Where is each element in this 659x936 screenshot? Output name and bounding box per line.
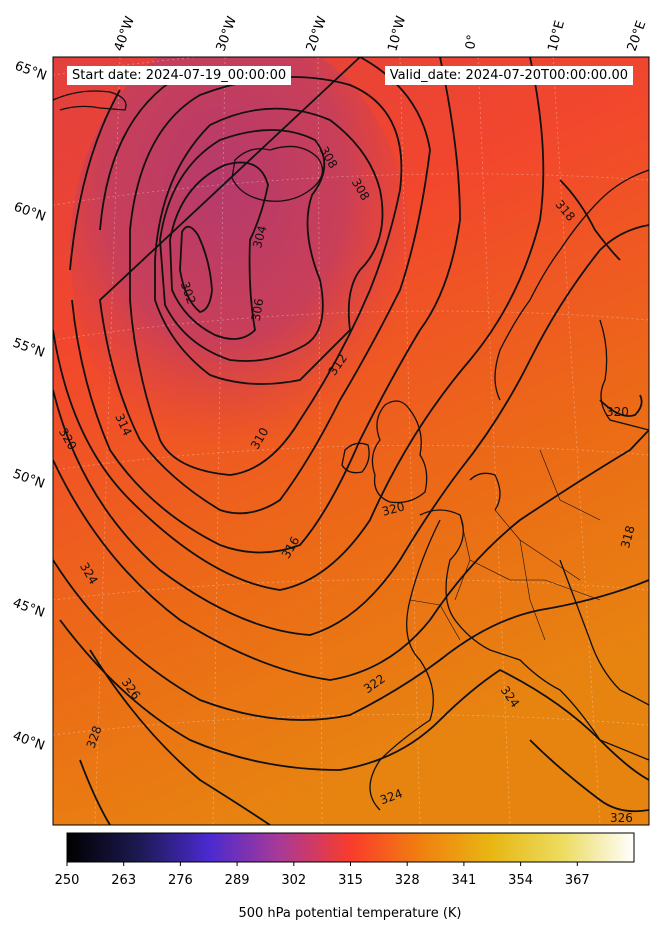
- lat-label: 65°N: [13, 59, 49, 84]
- latitude-labels: 65°N 60°N 55°N 50°N 45°N 40°N: [11, 59, 49, 754]
- contour-label: 318: [618, 524, 637, 550]
- lon-label: 10°E: [545, 19, 568, 53]
- colorbar-ticks: 250 263 276 289 302 315 328 341 354 367: [55, 862, 590, 888]
- baltic-coast: [599, 319, 649, 431]
- contours: [53, 57, 649, 825]
- contour-label: 304: [250, 224, 269, 250]
- contour-318: [53, 224, 649, 636]
- contour-308: [154, 107, 384, 385]
- lat-label: 60°N: [12, 200, 48, 225]
- italy-coast: [559, 559, 649, 706]
- lon-label: 10°W: [385, 14, 409, 53]
- colorbar-tick-label: 354: [508, 873, 533, 888]
- lat-label: 55°N: [11, 336, 47, 361]
- contour-328: [79, 759, 111, 825]
- lat-label: 45°N: [11, 596, 47, 621]
- colorbar-tick-label: 289: [225, 873, 250, 888]
- contour-label: 306: [249, 297, 267, 322]
- lon-label: 0°: [463, 34, 480, 51]
- contour-304: [169, 161, 269, 340]
- contour-306: [159, 129, 326, 362]
- contour-label: 320: [606, 405, 629, 419]
- contour-322: [53, 559, 649, 721]
- colorbar-tick-label: 263: [111, 873, 136, 888]
- colorbar: 250 263 276 289 302 315 328 341 354 367: [55, 832, 635, 888]
- contour-318-east: [559, 179, 621, 261]
- lon-label: 20°E: [625, 19, 650, 54]
- map-area: 302 304 306 308 308 310 312 314 316 318 …: [53, 57, 649, 825]
- lat-label: 40°N: [11, 729, 47, 754]
- lon-label: 30°W: [214, 14, 240, 53]
- contour-326: [89, 649, 271, 825]
- contour-320: [53, 429, 649, 681]
- norway-coast: [494, 169, 649, 401]
- start-date-label: Start date: 2024-07-19_00:00:00: [67, 66, 292, 85]
- iceland-coast: [231, 145, 324, 202]
- valid-date-label: Valid_date: 2024-07-20T00:00:00.00: [384, 66, 633, 85]
- contour-326-se: [529, 739, 649, 813]
- ireland-coast: [341, 442, 370, 474]
- low-countries-coast: [469, 472, 501, 511]
- warm-region: [53, 560, 380, 825]
- colorbar-tick-label: 328: [395, 873, 420, 888]
- colorbar-tick-label: 276: [168, 873, 193, 888]
- longitude-labels: 40°W 30°W 20°W 10°W 0° 10°E 20°E: [112, 14, 650, 53]
- contour-314: [69, 57, 461, 554]
- contour-320-east: [599, 394, 643, 417]
- contour-label: 326: [610, 811, 633, 825]
- britain-coast: [371, 400, 428, 504]
- colorbar-tick-label: 315: [338, 873, 363, 888]
- colorbar-label: 500 hPa potential temperature (K): [238, 906, 462, 921]
- contour-316: [53, 57, 545, 591]
- cold-low-region: [70, 57, 410, 470]
- graticule: [53, 57, 649, 825]
- lat-label: 50°N: [11, 467, 47, 492]
- colorbar-tick-label: 302: [281, 873, 306, 888]
- map-frame: [52, 56, 650, 826]
- lon-label: 40°W: [112, 14, 138, 53]
- greenland-coast: [53, 90, 127, 111]
- colorbar-tick-label: 367: [565, 873, 590, 888]
- contour-302: [179, 225, 213, 313]
- contour-324: [59, 619, 649, 781]
- colorbar-tick-label: 250: [55, 873, 80, 888]
- colorbar-gradient: [66, 832, 635, 863]
- colorbar-tick-label: 341: [451, 873, 476, 888]
- lon-label: 20°W: [304, 14, 330, 53]
- contour-label: 320: [380, 499, 406, 518]
